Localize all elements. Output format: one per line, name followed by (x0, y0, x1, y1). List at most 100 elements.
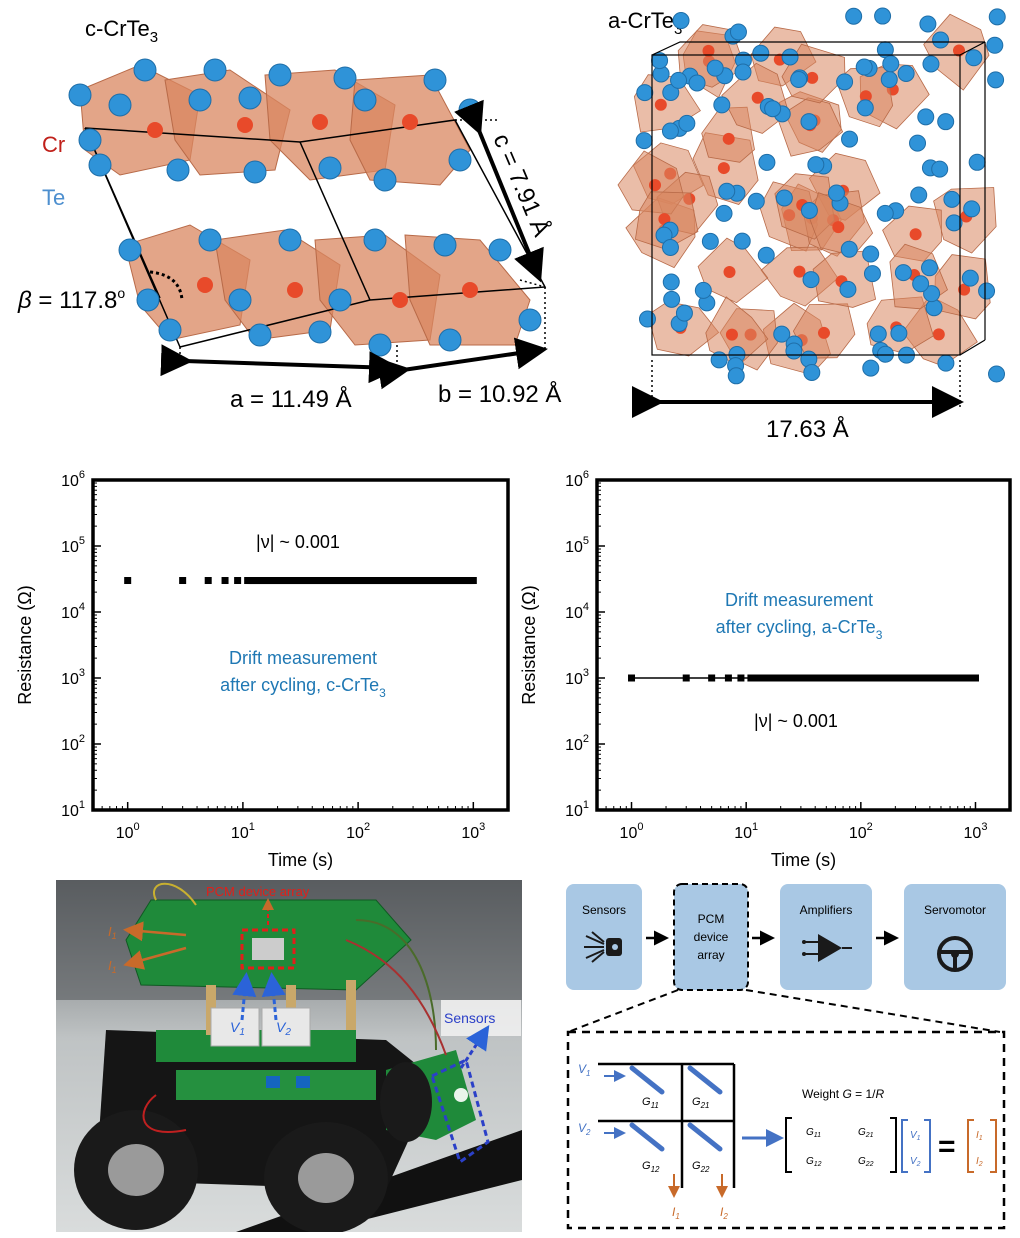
c-length-label: c = 7.91 Å (487, 129, 555, 240)
te-atom (863, 265, 881, 283)
te-atom (228, 288, 252, 312)
te-atom (910, 186, 928, 204)
pcm-array-label: PCM device array (206, 884, 310, 899)
cr-atom (723, 265, 736, 278)
te-atom (663, 290, 681, 308)
a-crte3-atoms (617, 7, 1006, 385)
cr-atom (312, 114, 328, 130)
data-point (204, 577, 212, 585)
flow-box-amplifiers: Amplifiers (780, 884, 872, 990)
te-atom (718, 182, 736, 200)
cr-atom (462, 282, 478, 298)
svg-text:G22: G22 (858, 1156, 874, 1168)
pcm-control-diagram: Sensors PCM device array Amplifiers Servom… (566, 883, 1006, 1230)
wheels (74, 1062, 432, 1232)
data-point (469, 577, 477, 585)
y-tick-label: 106 (565, 469, 589, 490)
te-atom (758, 153, 776, 171)
crossbar-array (598, 1062, 736, 1188)
te-atom (734, 63, 752, 81)
plot-frame (595, 478, 1012, 812)
weight-formula: Weight G = 1/R (802, 1087, 885, 1101)
drift-coefficient-label: |ν| ~ 0.001 (256, 532, 340, 552)
te-atom (198, 228, 222, 252)
te-label: Te (42, 185, 65, 210)
svg-text:I2: I2 (976, 1156, 983, 1168)
chart-a-crte3-drift: 101 102 103 104 105 106 100 101 102 103 Time (s) Re… (519, 469, 1012, 870)
te-atom (88, 153, 112, 177)
te-atom (869, 325, 887, 343)
te-atom (925, 299, 943, 317)
svg-text:G21: G21 (858, 1127, 874, 1139)
crossbar-v2: V2 (578, 1121, 591, 1137)
svg-text:I1: I1 (976, 1130, 983, 1142)
te-atom (727, 367, 745, 385)
c-crte3-title: c-CrTe3 (85, 16, 158, 46)
annotation-line1: Drift measurement (229, 648, 377, 668)
a-length-label: a = 11.49 Å (230, 385, 352, 413)
cr-atom (793, 265, 806, 278)
robot-car-photo: PCM device array I1 I1 V1 V2 Sensors (56, 880, 522, 1232)
data-point (708, 674, 716, 682)
cr-atom (859, 90, 872, 103)
te-atom (800, 201, 818, 219)
te-atom (919, 15, 937, 33)
g21-label: G21 (692, 1096, 709, 1110)
cr-atom (832, 221, 845, 234)
flow-box-servomotor: Servomotor (904, 884, 1006, 990)
te-atom (328, 288, 352, 312)
a-axis-arrow (160, 344, 401, 384)
x-tick-label: 102 (849, 821, 873, 842)
te-atom (845, 7, 863, 25)
te-atom (937, 113, 955, 131)
te-atom (961, 269, 979, 287)
te-atom (965, 49, 983, 67)
x-tick-label: 103 (964, 821, 988, 842)
te-atom (715, 204, 733, 222)
te-atom (701, 232, 719, 250)
te-atom (108, 93, 132, 117)
te-atom (318, 156, 342, 180)
te-atom (945, 214, 963, 232)
te-atom (841, 130, 859, 148)
g11-label: G11 (642, 1096, 659, 1110)
y-tick-label: 102 (61, 733, 85, 754)
sensor-icon (584, 931, 622, 963)
te-atom (894, 264, 912, 282)
te-atom (662, 83, 680, 101)
te-atom (882, 55, 900, 73)
te-atom (448, 148, 472, 172)
b-length-label: b = 10.92 Å (438, 380, 561, 408)
te-atom (890, 324, 908, 342)
te-atom (670, 71, 688, 89)
drift-coefficient-label: |ν| ~ 0.001 (754, 711, 838, 731)
x-axis-label: Time (s) (771, 850, 836, 870)
equals-sign: = (938, 1130, 956, 1163)
data-point (971, 674, 979, 682)
steering-wheel-icon (937, 936, 973, 972)
te-atom (248, 323, 272, 347)
y-tick-label: 102 (565, 733, 589, 754)
te-atom (855, 58, 873, 76)
te-atom (880, 71, 898, 89)
te-atom (912, 275, 930, 293)
te-atom (662, 273, 680, 291)
svg-text:G11: G11 (806, 1127, 821, 1139)
te-atom (862, 359, 880, 377)
te-atom (368, 333, 392, 357)
te-atom (856, 99, 874, 117)
cr-atom (958, 283, 971, 296)
te-atom (897, 64, 915, 82)
te-atom (840, 240, 858, 258)
te-atom (638, 310, 656, 328)
cr-atom (702, 44, 715, 57)
te-atom (807, 156, 825, 174)
te-atom (781, 48, 799, 66)
beta-label: β = 117.8o (17, 285, 125, 314)
te-atom (488, 238, 512, 262)
te-atom (333, 66, 357, 90)
te-atom (963, 200, 981, 218)
annotation-line2: after cycling, c-CrTe3 (220, 675, 386, 700)
te-atom (802, 271, 820, 289)
